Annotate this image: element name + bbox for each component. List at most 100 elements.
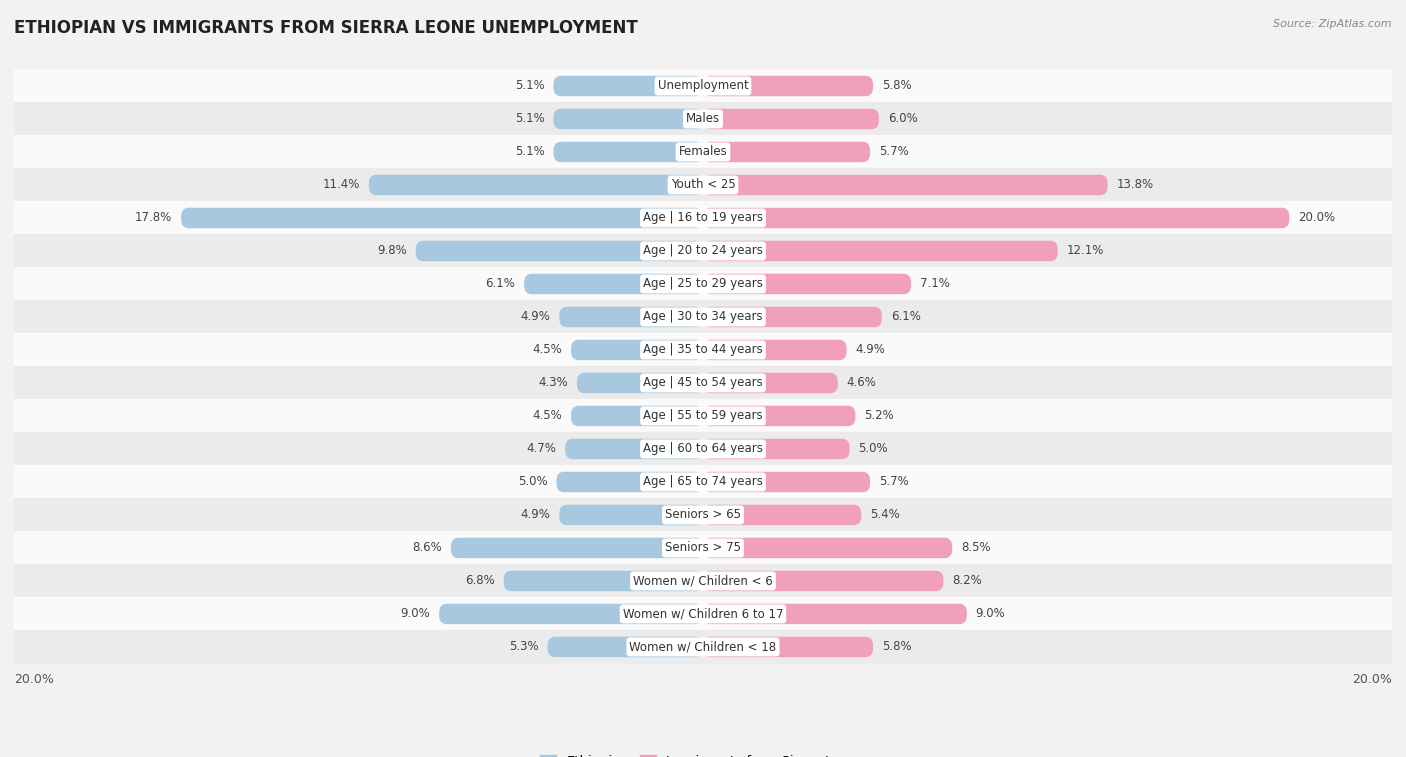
FancyBboxPatch shape [703,406,855,426]
FancyBboxPatch shape [560,505,703,525]
FancyBboxPatch shape [703,109,879,129]
Text: 4.3%: 4.3% [538,376,568,389]
Text: 4.5%: 4.5% [533,410,562,422]
Bar [14,267,1392,301]
Text: 20.0%: 20.0% [1298,211,1336,225]
FancyBboxPatch shape [703,307,882,327]
FancyBboxPatch shape [576,372,703,393]
FancyBboxPatch shape [703,537,952,558]
FancyBboxPatch shape [547,637,703,657]
Text: 11.4%: 11.4% [322,179,360,192]
Text: Age | 65 to 74 years: Age | 65 to 74 years [643,475,763,488]
Text: 8.5%: 8.5% [960,541,991,554]
Text: Age | 55 to 59 years: Age | 55 to 59 years [643,410,763,422]
Text: 6.1%: 6.1% [485,278,516,291]
Text: 5.1%: 5.1% [515,145,544,158]
Text: Age | 45 to 54 years: Age | 45 to 54 years [643,376,763,389]
Text: 9.0%: 9.0% [976,607,1005,621]
Text: Seniors > 75: Seniors > 75 [665,541,741,554]
Text: Age | 35 to 44 years: Age | 35 to 44 years [643,344,763,357]
Text: 5.7%: 5.7% [879,475,908,488]
FancyBboxPatch shape [703,439,849,459]
Text: Youth < 25: Youth < 25 [671,179,735,192]
FancyBboxPatch shape [554,142,703,162]
Text: 5.2%: 5.2% [865,410,894,422]
Text: Age | 30 to 34 years: Age | 30 to 34 years [643,310,763,323]
FancyBboxPatch shape [565,439,703,459]
Text: 4.9%: 4.9% [520,509,551,522]
Text: 4.9%: 4.9% [520,310,551,323]
FancyBboxPatch shape [451,537,703,558]
Text: Source: ZipAtlas.com: Source: ZipAtlas.com [1274,19,1392,29]
Text: 6.1%: 6.1% [890,310,921,323]
FancyBboxPatch shape [503,571,703,591]
Text: 8.6%: 8.6% [412,541,441,554]
Bar [14,565,1392,597]
Text: Unemployment: Unemployment [658,79,748,92]
Text: 5.4%: 5.4% [870,509,900,522]
Bar [14,201,1392,235]
Text: 20.0%: 20.0% [14,674,53,687]
FancyBboxPatch shape [524,274,703,294]
FancyBboxPatch shape [703,207,1289,228]
Text: 5.8%: 5.8% [882,79,911,92]
Text: Age | 60 to 64 years: Age | 60 to 64 years [643,442,763,456]
Text: Age | 20 to 24 years: Age | 20 to 24 years [643,245,763,257]
FancyBboxPatch shape [439,604,703,625]
FancyBboxPatch shape [703,472,870,492]
Bar [14,432,1392,466]
FancyBboxPatch shape [554,109,703,129]
Text: 6.0%: 6.0% [887,113,918,126]
Bar [14,102,1392,136]
Text: Females: Females [679,145,727,158]
FancyBboxPatch shape [703,637,873,657]
Legend: Ethiopian, Immigrants from Sierra Leone: Ethiopian, Immigrants from Sierra Leone [536,749,870,757]
Text: 4.9%: 4.9% [855,344,886,357]
FancyBboxPatch shape [703,175,1108,195]
Bar [14,235,1392,267]
FancyBboxPatch shape [557,472,703,492]
Bar [14,531,1392,565]
FancyBboxPatch shape [703,604,967,625]
Text: 5.0%: 5.0% [517,475,547,488]
Text: 17.8%: 17.8% [135,211,173,225]
Bar [14,631,1392,663]
Text: 5.8%: 5.8% [882,640,911,653]
Text: ETHIOPIAN VS IMMIGRANTS FROM SIERRA LEONE UNEMPLOYMENT: ETHIOPIAN VS IMMIGRANTS FROM SIERRA LEON… [14,19,638,37]
FancyBboxPatch shape [703,505,862,525]
Text: 13.8%: 13.8% [1116,179,1153,192]
Text: 7.1%: 7.1% [920,278,950,291]
Text: 5.0%: 5.0% [859,442,889,456]
FancyBboxPatch shape [703,241,1057,261]
Text: Women w/ Children 6 to 17: Women w/ Children 6 to 17 [623,607,783,621]
Text: 9.0%: 9.0% [401,607,430,621]
Text: Women w/ Children < 6: Women w/ Children < 6 [633,575,773,587]
FancyBboxPatch shape [703,571,943,591]
Text: Males: Males [686,113,720,126]
Text: 5.1%: 5.1% [515,113,544,126]
FancyBboxPatch shape [554,76,703,96]
Bar [14,136,1392,169]
Bar [14,498,1392,531]
Text: 20.0%: 20.0% [1353,674,1392,687]
Bar [14,169,1392,201]
Bar [14,366,1392,400]
Text: Women w/ Children < 18: Women w/ Children < 18 [630,640,776,653]
Text: 5.3%: 5.3% [509,640,538,653]
Text: 12.1%: 12.1% [1067,245,1104,257]
FancyBboxPatch shape [703,274,911,294]
FancyBboxPatch shape [560,307,703,327]
Bar [14,597,1392,631]
Bar [14,301,1392,334]
FancyBboxPatch shape [571,406,703,426]
Text: 5.7%: 5.7% [879,145,908,158]
Text: 4.5%: 4.5% [533,344,562,357]
Bar [14,334,1392,366]
FancyBboxPatch shape [703,142,870,162]
Text: 4.6%: 4.6% [846,376,876,389]
Text: 5.1%: 5.1% [515,79,544,92]
FancyBboxPatch shape [181,207,703,228]
Text: Age | 16 to 19 years: Age | 16 to 19 years [643,211,763,225]
FancyBboxPatch shape [368,175,703,195]
Text: 4.7%: 4.7% [526,442,557,456]
